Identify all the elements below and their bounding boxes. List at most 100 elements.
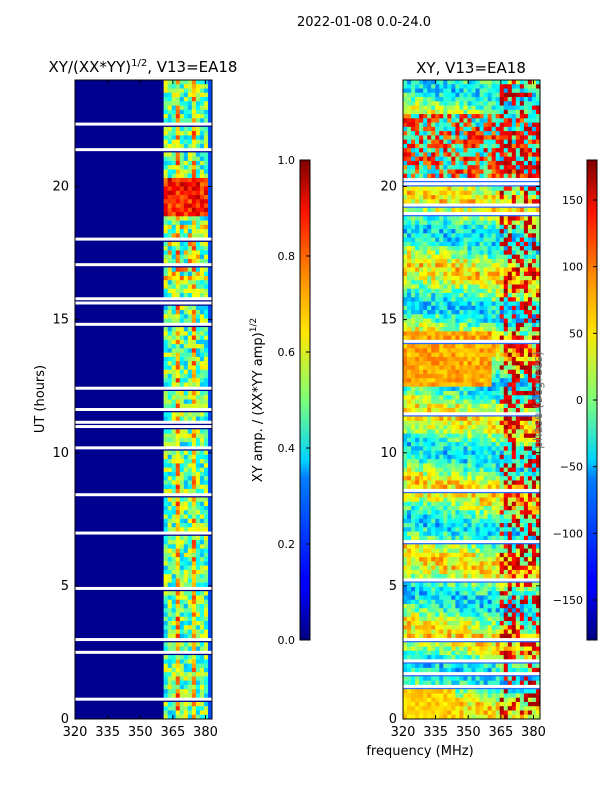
heatmap-cell	[407, 258, 412, 264]
heatmap-cell	[455, 173, 461, 179]
heatmap-cell	[403, 301, 408, 307]
heatmap-cell	[475, 395, 481, 401]
heatmap-cell	[511, 199, 517, 205]
heatmap-cell	[507, 186, 513, 192]
heatmap-cell	[471, 369, 477, 375]
heatmap-cell	[439, 135, 444, 141]
heatmap-cell	[499, 246, 505, 251]
heatmap-cell	[203, 646, 209, 652]
heatmap-cell	[491, 344, 497, 349]
heatmap-cell	[199, 582, 205, 588]
heatmap-cell	[419, 386, 424, 392]
heatmap-cell	[427, 280, 432, 286]
heatmap-cell	[183, 97, 189, 102]
heatmap-cell	[475, 373, 481, 379]
heatmap-cell	[451, 229, 456, 234]
heatmap-cell	[163, 109, 169, 115]
heatmap-cell	[519, 390, 525, 396]
heatmap-cell	[403, 523, 408, 528]
heatmap-cell	[195, 88, 201, 94]
heatmap-cell	[463, 118, 469, 124]
amplitude-colorbar: 0.00.20.40.60.81.0 XY amp. / (XX*YY amp)…	[249, 154, 311, 647]
heatmap-cell	[471, 101, 477, 107]
heatmap-cell	[503, 233, 509, 239]
heatmap-cell	[455, 148, 461, 154]
heatmap-cell	[435, 356, 440, 362]
heatmap-cell	[171, 416, 177, 422]
heatmap-cell	[411, 220, 416, 226]
heatmap-cell	[167, 527, 173, 533]
heatmap-cell	[503, 135, 509, 141]
heatmap-cell	[191, 663, 197, 669]
heatmap-cell	[183, 365, 189, 371]
heatmap-cell	[419, 369, 424, 375]
heatmap-cell	[415, 148, 420, 154]
heatmap-cell	[507, 514, 513, 520]
heatmap-cell	[491, 220, 497, 226]
heatmap-cell	[423, 454, 428, 460]
heatmap-cell	[495, 80, 501, 85]
heatmap-cell	[195, 429, 201, 435]
heatmap-cell	[459, 293, 465, 298]
heatmap-cell	[167, 190, 173, 196]
heatmap-cell	[443, 365, 448, 371]
heatmap-cell	[515, 267, 521, 273]
x-tick-label: 335	[95, 725, 120, 740]
heatmap-cell	[427, 506, 432, 511]
heatmap-cell	[199, 288, 205, 294]
heatmap-cell	[455, 493, 461, 499]
heatmap-cell	[523, 476, 529, 482]
heatmap-cell	[411, 314, 416, 320]
heatmap-cell	[427, 480, 432, 486]
heatmap-cell	[491, 122, 497, 128]
heatmap-cell	[443, 143, 448, 149]
heatmap-cell	[407, 114, 412, 119]
heatmap-cell	[471, 484, 477, 490]
heatmap-cell	[531, 84, 537, 90]
heatmap-cell	[435, 114, 440, 119]
heatmap-cell	[411, 386, 416, 392]
heatmap-cell	[195, 271, 201, 277]
heatmap-cell	[203, 195, 209, 200]
heatmap-cell	[515, 429, 521, 435]
heatmap-cell	[447, 224, 452, 230]
heatmap-cell	[411, 271, 416, 277]
heatmap-cell	[431, 510, 436, 516]
heatmap-cell	[427, 229, 432, 234]
heatmap-cell	[203, 510, 209, 516]
heatmap-cell	[519, 399, 525, 405]
heatmap-cell	[187, 646, 193, 652]
heatmap-cell	[411, 105, 416, 111]
heatmap-cell	[183, 203, 189, 209]
heatmap-cell	[487, 433, 493, 439]
heatmap-cell	[415, 135, 420, 141]
heatmap-cell	[451, 305, 456, 311]
heatmap-cell	[499, 224, 505, 230]
heatmap-cell	[523, 131, 529, 136]
heatmap-cell	[499, 365, 505, 371]
heatmap-cell	[167, 416, 173, 422]
heatmap-cell	[455, 224, 461, 230]
heatmap-cell	[163, 88, 169, 94]
heatmap-cell	[419, 101, 424, 107]
heatmap-cell	[171, 356, 177, 362]
heatmap-cell	[203, 578, 209, 584]
heatmap-cell	[203, 574, 209, 580]
heatmap-cell	[171, 203, 177, 209]
heatmap-cell	[179, 246, 185, 251]
heatmap-cell	[467, 271, 473, 277]
heatmap-cell	[179, 327, 185, 332]
heatmap-cell	[163, 373, 169, 379]
heatmap-cell	[507, 237, 513, 243]
heatmap-cell	[483, 152, 489, 158]
heatmap-cell	[519, 378, 525, 384]
heatmap-cell	[419, 471, 424, 477]
heatmap-cell	[427, 220, 432, 226]
heatmap-cell	[419, 442, 424, 447]
heatmap-cell	[527, 429, 533, 435]
heatmap-cell	[163, 403, 169, 409]
heatmap-cell	[531, 420, 537, 426]
heatmap-cell	[195, 135, 201, 141]
heatmap-cell	[471, 506, 477, 511]
heatmap-cell	[439, 506, 444, 511]
